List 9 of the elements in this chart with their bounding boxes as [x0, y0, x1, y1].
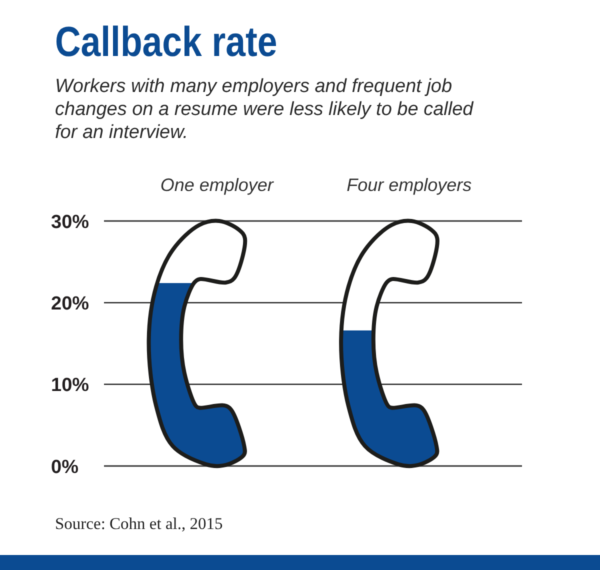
source-note: Source: Cohn et al., 2015: [55, 514, 223, 533]
x-tick-label: One employer: [160, 175, 274, 195]
chart-title: Callback rate: [55, 19, 278, 66]
y-tick-label: 30%: [51, 212, 90, 233]
chart-subtitle: Workers with many employers and frequent job changes on a resume were less likely to be called for an interview.: [55, 76, 475, 143]
y-tick-label: 20%: [51, 294, 90, 315]
y-tick-label: 0%: [51, 456, 79, 478]
x-tick-label: Four employers: [346, 175, 472, 195]
y-tick-label: 10%: [51, 375, 90, 396]
